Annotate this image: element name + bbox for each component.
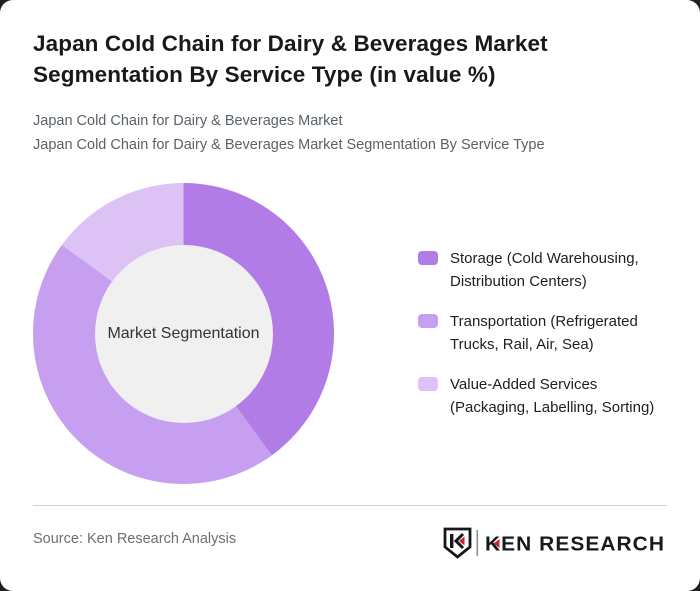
legend-label-line: Transportation (Refrigerated bbox=[450, 313, 638, 330]
chart-subtitles: Japan Cold Chain for Dairy & Beverages M… bbox=[33, 110, 673, 157]
ken-research-shield-k-icon bbox=[443, 527, 472, 559]
donut-hole: Market Segmentation bbox=[94, 244, 273, 423]
legend-label-line: Distribution Centers) bbox=[450, 273, 587, 290]
legend-label-line: Value-Added Services bbox=[450, 376, 598, 393]
source-text: Source: Ken Research Analysis bbox=[33, 531, 237, 547]
chart-legend: Storage (Cold Warehousing, Distribution … bbox=[418, 247, 654, 436]
legend-label-transportation: Transportation (Refrigerated Trucks, Rai… bbox=[450, 310, 638, 356]
chart-subtitle-line-2: Japan Cold Chain for Dairy & Beverages M… bbox=[33, 136, 545, 153]
legend-swatch-storage bbox=[418, 251, 438, 265]
logo-k-red-arrow bbox=[493, 539, 500, 548]
legend-label-line: Storage (Cold Warehousing, bbox=[450, 250, 639, 267]
legend-label-storage: Storage (Cold Warehousing, Distribution … bbox=[450, 247, 639, 293]
legend-swatch-value-added bbox=[418, 377, 438, 391]
legend-label-line: (Packaging, Labelling, Sorting) bbox=[450, 399, 655, 416]
chart-title: Japan Cold Chain for Dairy & Beverages M… bbox=[33, 31, 548, 87]
chart-subtitle-line-1: Japan Cold Chain for Dairy & Beverages M… bbox=[33, 113, 343, 129]
logo-wordmark: KEN RESEARCH bbox=[485, 534, 665, 556]
legend-label-line: Trucks, Rail, Air, Sea) bbox=[450, 336, 594, 353]
legend-item-transportation: Transportation (Refrigerated Trucks, Rai… bbox=[418, 310, 654, 356]
legend-item-storage: Storage (Cold Warehousing, Distribution … bbox=[418, 247, 654, 293]
ken-research-logo: KEN RESEARCH bbox=[443, 527, 665, 559]
donut-center-label: Market Segmentation bbox=[107, 324, 260, 342]
footer-divider bbox=[33, 505, 667, 506]
legend-swatch-transportation bbox=[418, 314, 438, 328]
legend-item-value-added: Value-Added Services (Packaging, Labelli… bbox=[418, 373, 654, 419]
donut-chart: Market Segmentation bbox=[33, 183, 334, 484]
logo-divider-bar bbox=[476, 530, 479, 556]
legend-label-value-added: Value-Added Services (Packaging, Labelli… bbox=[450, 373, 654, 419]
